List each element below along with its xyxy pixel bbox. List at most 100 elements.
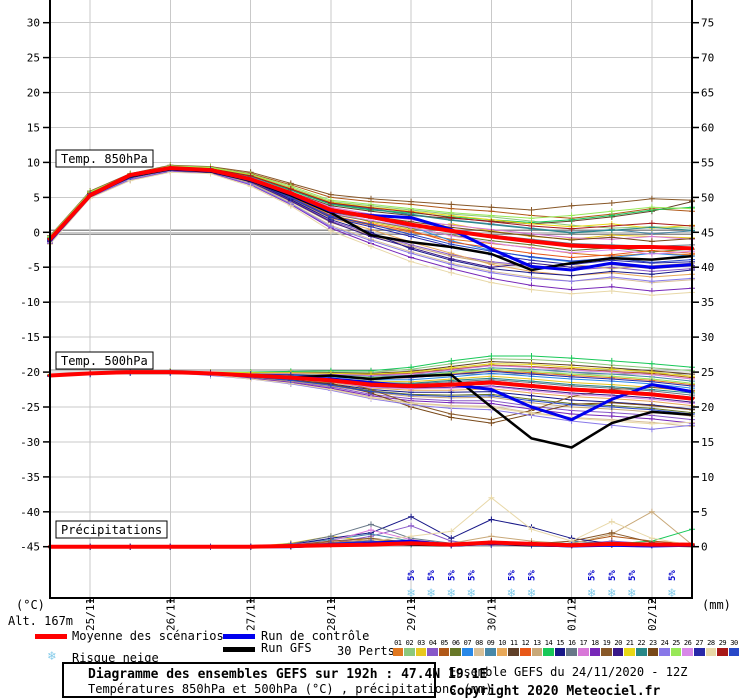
snow-risk-legend-label: Risque neige	[72, 651, 159, 665]
section-label-box-precip	[55, 520, 168, 539]
perturbation-key-item: 07	[462, 639, 474, 656]
right-tick-label: 35	[701, 296, 714, 309]
right-tick-label: 40	[701, 261, 714, 274]
perturbation-color-swatch	[404, 648, 415, 656]
left-axis-unit: (°C)	[16, 598, 45, 612]
date-label: 01/12	[566, 598, 579, 631]
run-info: Ensemble GEFS du 24/11/2020 - 12Z	[449, 665, 688, 679]
perturbation-number: 01	[394, 639, 402, 647]
perturbation-key-item: 28	[705, 639, 717, 656]
right-tick-label: 10	[701, 471, 714, 484]
left-tick-label: 20	[27, 87, 40, 100]
perturbation-key-item: 01	[392, 639, 404, 656]
perturbation-number: 21	[625, 639, 634, 647]
left-tick-label: -15	[20, 331, 40, 344]
snow-percent-label: 5%	[588, 570, 598, 581]
perturbation-key-item: 30	[728, 639, 740, 656]
section-label-precip: Précipitations	[61, 523, 162, 537]
perturbation-key-item: 10	[496, 639, 508, 656]
control-legend-swatch	[223, 634, 255, 639]
right-axis-unit: (mm)	[702, 598, 731, 612]
perturbation-number: 17	[579, 639, 588, 647]
perturbation-key-item: 22	[635, 639, 647, 656]
section-label-box-t500	[55, 351, 154, 370]
perturbation-key-item: 14	[543, 639, 555, 656]
perturbation-key-item: 11	[508, 639, 520, 656]
perturbation-key-item: 25	[670, 639, 682, 656]
snow-percent-label: 5%	[668, 570, 678, 581]
perturbation-number: 22	[637, 639, 646, 647]
right-tick-label: 0	[701, 541, 708, 554]
snowflake-icon: ❄	[527, 586, 536, 601]
perturbation-number: 12	[521, 639, 530, 647]
diagram-subtitle: Températures 850hPa et 500hPa (°C) , pré…	[88, 682, 493, 696]
perturbation-color-swatch	[612, 648, 624, 656]
snowflake-icon: ❄	[426, 586, 435, 601]
snow-percent-label: 5%	[628, 570, 638, 581]
perturbation-number: 09	[486, 639, 495, 647]
perturbation-key-item: 19	[601, 639, 613, 656]
perturbation-color-swatch	[392, 648, 404, 656]
perturbation-key-item: 13	[531, 639, 543, 656]
perturbation-key-item: 24	[659, 639, 671, 656]
left-tick-label: 5	[33, 191, 40, 204]
perturbation-color-swatch	[647, 648, 659, 656]
perturbation-color-swatch	[415, 648, 427, 656]
perturbation-key-item: 09	[485, 639, 497, 656]
diagram-title: Diagramme des ensembles GEFS sur 192h : …	[88, 667, 488, 682]
perturbation-number: 25	[672, 639, 680, 647]
perturbation-key-item: 02	[404, 639, 416, 656]
perturbation-color-swatch	[693, 648, 705, 656]
perturbation-number: 24	[660, 639, 669, 647]
left-tick-label: -30	[20, 436, 40, 449]
snow-percent-label: 5%	[427, 570, 437, 581]
perturbation-number: 03	[417, 639, 425, 647]
perturbation-color-swatch	[670, 648, 682, 656]
perturbation-color-swatch	[589, 648, 601, 656]
perturbation-number: 13	[533, 639, 541, 647]
perturbation-number: 14	[544, 639, 553, 647]
section-label-box-t850	[55, 149, 154, 168]
copyright: Copyright 2020 Meteociel.fr	[449, 684, 661, 699]
date-label: 30/11	[485, 598, 498, 631]
perturbation-key-item: 29	[717, 639, 729, 656]
control-legend-label: Run de contrôle	[261, 629, 370, 643]
perturbations-legend-label: 30 Perts.	[337, 644, 403, 658]
perturbation-number: 11	[510, 639, 518, 647]
perturbation-color-swatch	[427, 648, 438, 656]
perturbation-key-item: 05	[438, 639, 450, 656]
perturbation-key-item: 15	[554, 639, 566, 656]
mean-line-t850	[48, 166, 694, 251]
perturbation-number: 16	[567, 639, 576, 647]
perturbation-key-item: 03	[415, 639, 427, 656]
perturbation-color-swatch	[531, 648, 543, 656]
perturbation-number: 02	[405, 639, 414, 647]
left-tick-label: 25	[27, 52, 40, 65]
perturbation-color-swatch	[462, 648, 473, 656]
perturbation-number: 06	[452, 639, 460, 647]
perturbation-color-swatch	[450, 648, 462, 656]
left-tick-label: -10	[20, 296, 40, 309]
left-tick-label: 10	[27, 156, 40, 169]
perturbation-number: 20	[614, 639, 622, 647]
left-tick-label: -40	[20, 506, 40, 519]
snowflake-icon: ❄	[466, 586, 475, 601]
right-tick-label: 5	[701, 506, 708, 519]
date-label: 02/12	[646, 598, 659, 631]
perturbation-color-swatch	[578, 648, 589, 656]
perturbation-key-item: 21	[624, 639, 636, 656]
snow-percent-label: 5%	[467, 570, 477, 581]
perturbation-color-swatch	[438, 648, 450, 656]
perturbation-color-swatch	[635, 648, 647, 656]
perturbation-number: 07	[463, 639, 472, 647]
diagram-info-box: Diagramme des ensembles GEFS sur 192h : …	[62, 662, 493, 698]
perturbation-color-swatch	[682, 648, 693, 656]
section-label-t500: Temp. 500hPa	[61, 354, 148, 368]
mean-legend-label: Moyenne des scénarios	[72, 629, 224, 643]
date-label: 28/11	[325, 598, 338, 631]
perturbation-key-item: 04	[427, 639, 439, 656]
date-label: 26/11	[164, 598, 177, 631]
perturbation-color-swatch	[473, 648, 485, 656]
snowflake-icon: ❄	[607, 586, 616, 601]
